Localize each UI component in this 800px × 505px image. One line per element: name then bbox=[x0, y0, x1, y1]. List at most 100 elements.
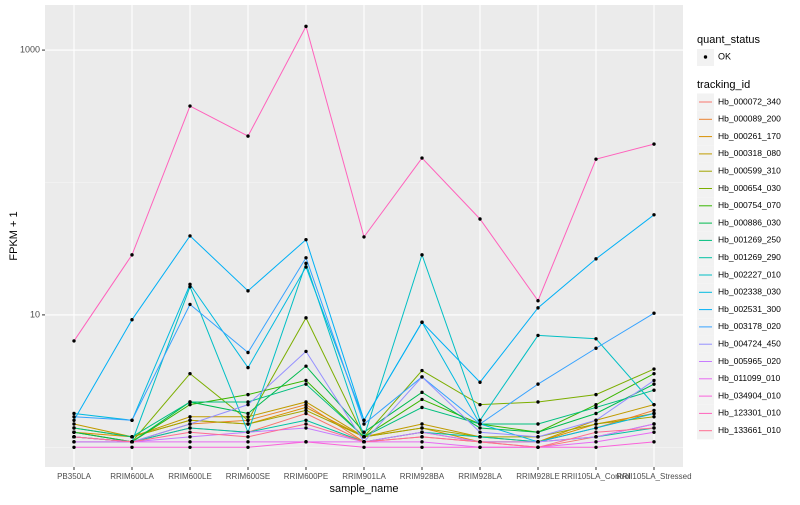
data-point bbox=[652, 142, 656, 146]
data-point bbox=[188, 285, 192, 289]
data-point bbox=[246, 365, 250, 370]
data-point bbox=[420, 156, 424, 160]
points bbox=[72, 24, 656, 450]
data-point bbox=[304, 411, 308, 416]
data-point bbox=[246, 415, 250, 419]
data-point bbox=[652, 371, 656, 376]
data-point bbox=[536, 306, 540, 310]
data-point bbox=[536, 430, 540, 434]
data-point bbox=[304, 422, 308, 426]
data-point bbox=[420, 422, 424, 426]
data-point bbox=[246, 392, 250, 397]
data-point bbox=[420, 405, 424, 410]
data-point bbox=[536, 382, 540, 386]
x-tick-label: RRIM901LA bbox=[342, 472, 386, 481]
data-point bbox=[594, 346, 598, 350]
data-point bbox=[188, 415, 192, 419]
data-point bbox=[652, 378, 656, 383]
data-point bbox=[652, 411, 656, 416]
legend-label: Hb_123301_010 bbox=[718, 408, 781, 418]
data-point bbox=[478, 426, 482, 430]
data-point bbox=[188, 371, 192, 376]
data-point bbox=[130, 253, 134, 257]
data-point bbox=[362, 422, 366, 426]
data-point bbox=[536, 333, 540, 338]
x-tick-label: RRII105LA_Control bbox=[561, 472, 631, 481]
data-point bbox=[420, 435, 424, 439]
data-point bbox=[594, 426, 598, 430]
x-tick-label: PB350LA bbox=[57, 472, 91, 481]
data-point bbox=[72, 426, 76, 430]
data-point bbox=[536, 440, 540, 444]
data-point bbox=[304, 237, 308, 242]
legend-label: Hb_034904_010 bbox=[718, 390, 781, 400]
data-point bbox=[304, 378, 308, 383]
data-point bbox=[652, 311, 656, 315]
x-tick-label: RRIM928LA bbox=[458, 472, 502, 481]
data-point bbox=[188, 440, 192, 444]
legend-label: Hb_004724_450 bbox=[718, 338, 781, 348]
data-point bbox=[304, 418, 308, 422]
legend-label: Hb_002531_300 bbox=[718, 304, 781, 314]
data-point bbox=[420, 320, 424, 324]
data-point bbox=[478, 418, 482, 422]
data-point bbox=[304, 24, 308, 29]
data-point bbox=[188, 422, 192, 426]
legend-label: Hb_002338_030 bbox=[718, 287, 781, 297]
data-point bbox=[304, 256, 308, 260]
data-point bbox=[594, 257, 598, 261]
legend-label: Hb_000886_030 bbox=[718, 217, 781, 227]
data-point bbox=[72, 430, 76, 434]
data-point bbox=[652, 382, 656, 386]
data-point bbox=[478, 217, 482, 221]
y-tick-label: 10 bbox=[30, 309, 40, 319]
data-point bbox=[420, 375, 424, 379]
data-point bbox=[246, 430, 250, 434]
data-point bbox=[72, 418, 76, 422]
data-point bbox=[652, 422, 656, 426]
data-point bbox=[478, 430, 482, 434]
data-point bbox=[362, 235, 366, 239]
data-point bbox=[652, 426, 656, 430]
legend-label: OK bbox=[718, 51, 731, 61]
data-point bbox=[304, 364, 308, 368]
data-point bbox=[478, 435, 482, 439]
legend: OK Hb_000072_340 Hb_000089_200 Hb_000261_17… bbox=[697, 49, 781, 440]
data-point bbox=[652, 415, 656, 419]
data-point bbox=[246, 134, 250, 138]
data-point bbox=[304, 265, 308, 269]
data-point bbox=[536, 400, 540, 404]
data-point bbox=[130, 317, 134, 322]
legend-label: Hb_001269_250 bbox=[718, 235, 781, 245]
data-point bbox=[188, 435, 192, 439]
x-tick-label: RRIM928LE bbox=[516, 472, 560, 481]
data-point bbox=[362, 430, 366, 434]
data-point bbox=[188, 402, 192, 407]
data-point bbox=[246, 440, 250, 444]
data-point bbox=[188, 104, 192, 108]
data-point bbox=[188, 430, 192, 434]
data-point bbox=[362, 418, 366, 422]
data-point bbox=[304, 440, 308, 444]
data-point bbox=[362, 435, 366, 439]
data-point bbox=[594, 435, 598, 439]
legend-label: Hb_002227_010 bbox=[718, 269, 781, 279]
data-point bbox=[536, 435, 540, 439]
legend-title: tracking_id bbox=[697, 79, 750, 91]
x-tick-label: RRIM600LA bbox=[110, 472, 154, 481]
data-point bbox=[72, 415, 76, 419]
data-point bbox=[304, 426, 308, 430]
legend-label: Hb_003178_020 bbox=[718, 321, 781, 331]
data-point bbox=[652, 440, 656, 444]
data-point bbox=[362, 440, 366, 444]
data-point bbox=[188, 302, 192, 307]
data-point bbox=[246, 402, 250, 407]
data-point bbox=[246, 422, 250, 426]
data-point bbox=[130, 445, 134, 450]
legend-label: Hb_000654_030 bbox=[718, 183, 781, 193]
data-point bbox=[420, 445, 424, 450]
data-point bbox=[304, 408, 308, 413]
data-point bbox=[478, 440, 482, 444]
data-point bbox=[72, 422, 76, 426]
